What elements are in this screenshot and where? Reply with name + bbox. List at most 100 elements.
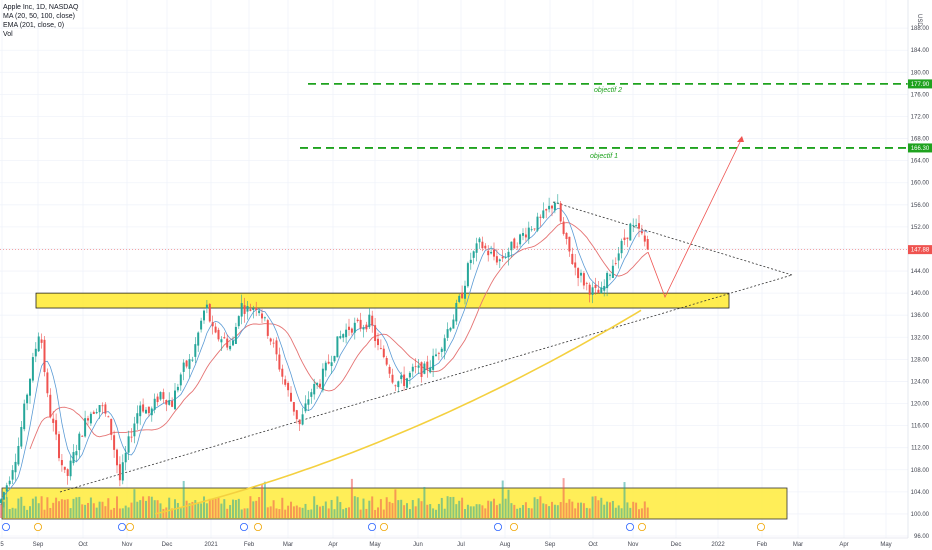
time-tick-label: Nov (122, 542, 133, 548)
time-axis[interactable]: 5 Sep Oct Nov Dec 2021 Feb Mar Apr May Jun Jul Aug Se… (0, 542, 891, 548)
volume-bar (577, 502, 580, 518)
volume-bar (162, 508, 165, 518)
earnings-marker-icon[interactable] (34, 523, 43, 532)
legend-ma[interactable]: MA (20, 50, 100, close) (3, 13, 75, 20)
price-tick-label: 160.00 (911, 181, 930, 187)
volume-bar (171, 508, 174, 518)
volume-bar (104, 506, 107, 518)
volume-bar (130, 502, 133, 518)
earnings-marker-icon[interactable] (126, 523, 135, 532)
legend-ema[interactable]: EMA (201, close, 0) (3, 22, 65, 29)
dividend-marker-icon[interactable] (239, 523, 248, 532)
candle-body (272, 342, 275, 344)
earnings-marker-icon[interactable] (638, 523, 647, 532)
volume-bar (113, 507, 116, 518)
candle-body (350, 328, 353, 333)
candle-body (588, 284, 591, 295)
candle-body (391, 374, 394, 383)
earnings-marker-icon[interactable] (757, 523, 766, 532)
earnings-marker-icon[interactable] (509, 523, 518, 532)
event-markers[interactable] (2, 523, 766, 532)
candle-body (17, 445, 20, 465)
time-tick-label: Oct (588, 542, 598, 548)
time-tick-label: Jul (457, 542, 465, 548)
volume-bar (362, 498, 365, 518)
volume-bar (635, 502, 638, 518)
legend-symbol[interactable]: Apple Inc, 1D, NASDAQ (3, 4, 79, 11)
candle-body (23, 403, 26, 430)
candle-body (339, 336, 342, 339)
dividend-marker-icon[interactable] (118, 523, 127, 532)
candle-body (435, 354, 437, 356)
candle-body (400, 375, 403, 380)
projection-path[interactable] (647, 137, 743, 299)
dividend-marker-icon[interactable] (626, 523, 635, 532)
candle-body (580, 272, 582, 276)
candle-body (234, 326, 237, 344)
candle-body (623, 237, 626, 240)
volume-bar (539, 496, 542, 518)
volume-bar (72, 498, 75, 518)
volume-bar (646, 507, 649, 518)
candle-body (348, 326, 350, 330)
candle-body (469, 259, 472, 264)
ma-50-line (29, 222, 648, 450)
dividend-marker-icon[interactable] (2, 523, 10, 532)
support-trendline[interactable] (59, 274, 793, 493)
volume-bar (493, 498, 495, 518)
candle-body (327, 361, 330, 364)
price-tick-label: 96.00 (914, 534, 930, 540)
candle-body (205, 304, 208, 309)
earnings-marker-icon[interactable] (253, 523, 262, 532)
volume-bar (368, 500, 371, 518)
candle-body (330, 362, 333, 367)
volume-bar (37, 503, 40, 518)
candle-body (240, 303, 243, 317)
resistance-trendline[interactable] (552, 201, 793, 276)
candle-body (548, 205, 551, 210)
candle-body (646, 239, 649, 250)
dividend-marker-icon[interactable] (493, 523, 502, 532)
candle-body (501, 256, 504, 259)
candle-body (417, 365, 420, 368)
volume-bar (5, 497, 8, 518)
volume-bar (301, 507, 304, 518)
price-tick-label: 140.00 (911, 291, 930, 297)
candle-body (542, 210, 545, 218)
candle-body (139, 405, 142, 417)
volume-bar (278, 509, 281, 518)
volume-bar (136, 501, 139, 518)
candle-body (179, 374, 182, 386)
price-tick-label: 136.00 (911, 313, 930, 319)
candle-body (609, 274, 611, 276)
volume-bar (391, 503, 394, 518)
volume-bar (208, 498, 211, 518)
candle-body (356, 319, 359, 322)
volume-bar (643, 501, 646, 518)
volume-bar (435, 509, 437, 518)
candle-body (249, 309, 252, 311)
volume-bar (614, 507, 617, 518)
candle-body (232, 340, 234, 346)
candle-body (11, 470, 14, 480)
volume-bar (571, 501, 574, 518)
candle-body (443, 338, 446, 352)
price-tick-label: 108.00 (911, 468, 930, 474)
candle-body (217, 329, 220, 340)
candle-body (362, 327, 365, 330)
dividend-marker-icon[interactable] (367, 523, 376, 532)
earnings-marker-icon[interactable] (379, 523, 388, 532)
price-tick-label: 168.00 (911, 137, 930, 143)
legend-vol[interactable]: Vol (3, 31, 13, 38)
volume-bar (603, 504, 606, 518)
candle-body (162, 392, 165, 399)
volume-bar (197, 503, 200, 518)
volume-bar (626, 502, 629, 518)
volume-bar (498, 503, 501, 518)
time-tick-label: Mar (793, 542, 803, 548)
volume-bar (580, 502, 582, 518)
resistance-zone[interactable] (35, 292, 730, 309)
candle-body (437, 352, 440, 354)
candle-body (118, 464, 121, 481)
